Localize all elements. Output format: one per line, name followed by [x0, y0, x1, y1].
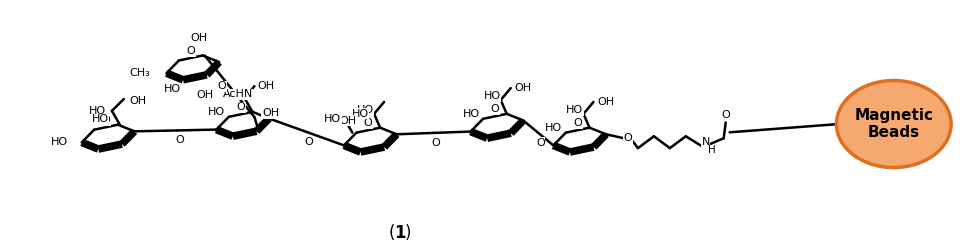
Text: Magnetic
Beads: Magnetic Beads — [854, 108, 933, 140]
Text: HO: HO — [545, 123, 563, 133]
Text: O: O — [304, 137, 313, 147]
Text: (: ( — [389, 224, 396, 242]
Text: OH: OH — [262, 108, 279, 118]
Text: O: O — [364, 118, 372, 128]
Text: HO: HO — [351, 109, 369, 119]
Text: HO: HO — [484, 91, 500, 101]
Text: O: O — [721, 110, 730, 119]
Text: OH: OH — [258, 81, 275, 91]
Text: O: O — [186, 46, 195, 56]
Text: HO: HO — [324, 114, 341, 124]
Text: HO: HO — [208, 107, 226, 117]
Text: O: O — [102, 115, 110, 125]
Text: ): ) — [405, 224, 412, 242]
Text: O: O — [536, 138, 544, 148]
Text: HO: HO — [357, 105, 373, 115]
Text: OH: OH — [130, 96, 146, 106]
Text: HO: HO — [566, 105, 584, 115]
Text: O: O — [217, 81, 226, 91]
Text: AcHN: AcHN — [223, 89, 252, 99]
Ellipse shape — [836, 80, 951, 168]
Text: HO: HO — [89, 106, 107, 116]
Text: O: O — [624, 133, 633, 143]
Text: O: O — [573, 118, 582, 128]
Text: O: O — [491, 104, 499, 114]
Text: HO: HO — [463, 109, 480, 119]
Text: OH: OH — [340, 116, 357, 126]
Text: 1: 1 — [395, 224, 406, 242]
Text: OH: OH — [597, 97, 614, 107]
Text: HO: HO — [51, 137, 68, 147]
Text: CH₃: CH₃ — [130, 68, 151, 78]
Text: HO: HO — [91, 114, 108, 124]
Text: N: N — [702, 137, 710, 147]
Text: O: O — [236, 102, 245, 112]
Text: OH: OH — [196, 90, 213, 100]
Text: HO: HO — [164, 84, 181, 94]
Text: OH: OH — [190, 33, 207, 43]
Text: OH: OH — [515, 83, 531, 93]
Text: H: H — [708, 145, 715, 155]
Text: O: O — [431, 138, 440, 148]
Text: O: O — [175, 135, 183, 145]
